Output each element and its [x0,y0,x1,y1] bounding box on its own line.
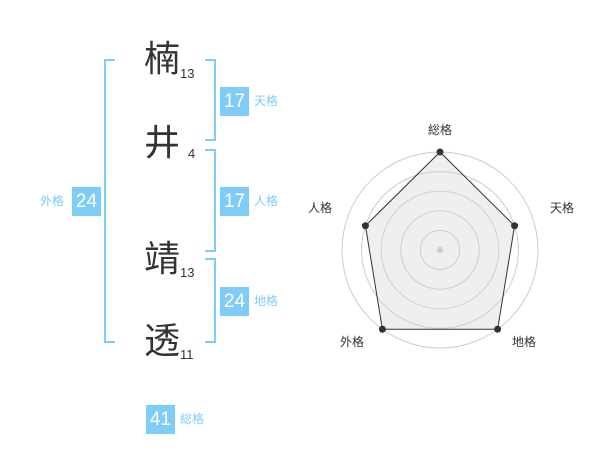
axis-label: 地格 [512,334,536,349]
stroke-count: 13 [180,265,195,280]
name-char: 井 [143,123,180,164]
jinkaku-value: 17 [220,187,249,216]
tenkaku-label: 天格 [254,94,279,108]
gaikaku-value: 24 [72,187,101,216]
radar-point [436,148,444,156]
gaikaku-bracket [104,59,115,343]
radar-center [437,247,443,253]
tenkaku-bracket [205,59,216,141]
radar-grid-ring [361,171,519,329]
name-char: 透 [143,321,180,362]
axis-label: 総格 [428,122,452,137]
radar-grid-ring [380,190,500,310]
gaikaku-label: 外格 [40,194,65,208]
radar-area [364,151,516,330]
jinkaku-bracket [205,149,216,252]
tenkaku-value: 17 [220,87,249,116]
radar-grid-ring [400,210,480,290]
name-char: 靖 [143,239,180,280]
radar-grid-ring [419,229,461,271]
name-char: 楠 [143,39,180,80]
stroke-count: 13 [180,66,195,81]
radar-point [511,222,519,230]
axis-label: 外格 [340,334,364,349]
chikaku-bracket [205,258,216,343]
chikaku-label: 地格 [254,294,279,308]
chikaku-value: 24 [220,287,249,316]
sokaku-label: 総格 [180,412,205,426]
stroke-count: 4 [188,146,196,161]
stroke-count: 11 [180,347,194,362]
jinkaku-label: 人格 [254,194,279,208]
radar-point [494,325,502,333]
axis-label: 天格 [550,200,574,215]
radar-point [378,325,386,333]
sokaku-value: 41 [146,405,175,434]
radar-point [361,222,369,230]
axis-label: 人格 [308,200,332,215]
